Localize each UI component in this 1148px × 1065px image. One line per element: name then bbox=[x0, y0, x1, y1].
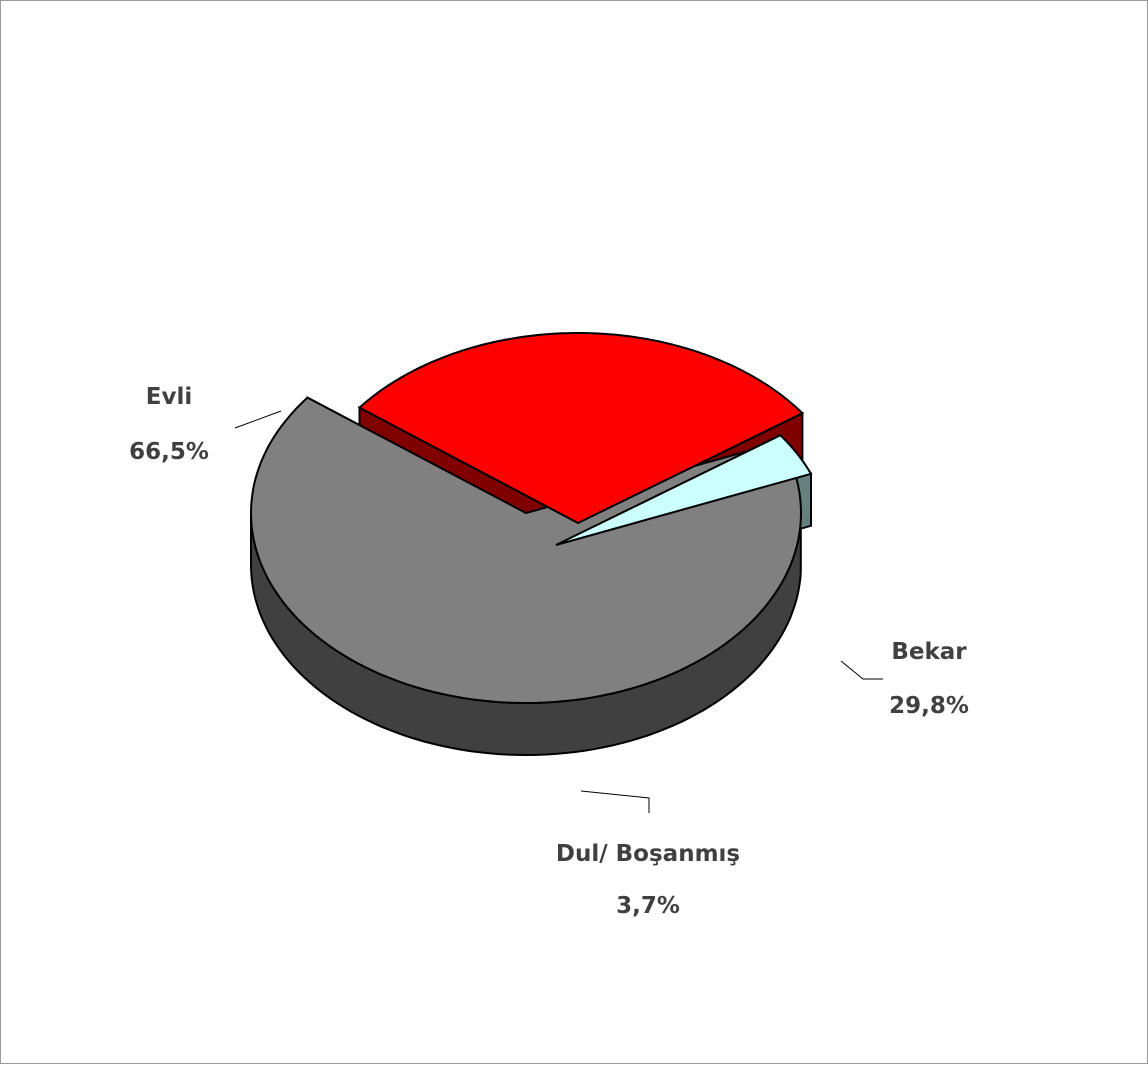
slice-value-label-2: 29,8% bbox=[889, 693, 969, 719]
leader-line-1 bbox=[234, 410, 282, 429]
pie-slice-1 bbox=[249, 396, 803, 705]
slice-value-label-3: 3,7% bbox=[616, 893, 680, 919]
leader-line-3 bbox=[580, 790, 650, 813]
slice-label-3: Dul/ Boşanmış bbox=[556, 841, 740, 867]
pie-slice-3 bbox=[555, 433, 813, 546]
slice-label-2: Bekar bbox=[891, 639, 967, 665]
slice-value-label-1: 66,5% bbox=[129, 439, 209, 465]
slice-label-1: Evli bbox=[146, 384, 192, 410]
leader-line-2 bbox=[840, 660, 883, 680]
pie-slice-2 bbox=[357, 332, 805, 525]
